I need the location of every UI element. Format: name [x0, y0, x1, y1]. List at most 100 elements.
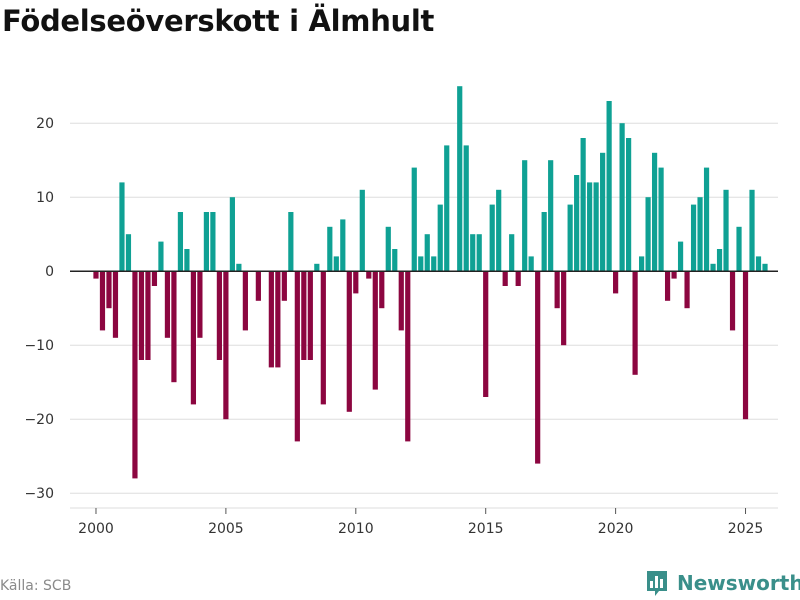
bar: [671, 271, 677, 279]
bar: [574, 175, 580, 272]
bar: [677, 241, 684, 272]
bar: [359, 189, 365, 272]
x-tick-label: 2020: [598, 521, 634, 537]
bar: [515, 271, 521, 286]
bar: [294, 271, 300, 442]
bar: [307, 271, 313, 360]
bar: [600, 152, 606, 272]
bar: [346, 271, 352, 412]
bar: [424, 234, 430, 272]
bar: [684, 271, 690, 309]
bar: [288, 212, 294, 272]
bar: [379, 271, 385, 309]
bar: [190, 271, 197, 405]
bar: [509, 234, 515, 272]
bar: [762, 263, 768, 272]
bar: [411, 167, 417, 272]
bar: [405, 271, 411, 442]
bar: [216, 271, 222, 360]
bar: [489, 204, 495, 272]
bar: [749, 189, 755, 272]
bar: [755, 256, 762, 272]
bar: [340, 219, 346, 272]
bar: [528, 256, 534, 272]
bar: [223, 271, 229, 420]
bar: [613, 271, 619, 294]
y-tick-label: 0: [45, 264, 54, 280]
bar: [723, 189, 729, 272]
bar: [626, 138, 632, 272]
bar: [268, 271, 274, 368]
bar: [716, 249, 723, 272]
x-tick-label: 2005: [208, 521, 244, 537]
bar: [554, 271, 560, 309]
bar: [138, 271, 145, 360]
bar: [651, 152, 658, 272]
bar: [431, 256, 437, 272]
bar: [463, 145, 469, 272]
bar: [567, 204, 573, 272]
bar: [372, 271, 378, 390]
bar: [418, 256, 424, 272]
bar: [561, 271, 567, 346]
bar: [619, 123, 625, 272]
bar: [125, 234, 132, 272]
bar: [483, 271, 489, 397]
bar: [638, 256, 645, 272]
bar: [444, 145, 450, 272]
bar: [502, 271, 508, 286]
bar: [353, 271, 359, 294]
bar: [392, 249, 398, 272]
grid-lines: [70, 122, 778, 494]
bar: [697, 197, 703, 272]
bar: [197, 271, 203, 338]
bar: [314, 263, 320, 272]
bar: [457, 86, 463, 272]
bar: [587, 182, 593, 272]
bar: [476, 234, 482, 272]
bar: [729, 271, 736, 331]
bar: [112, 271, 119, 338]
bar: [99, 271, 106, 331]
bar: [398, 271, 404, 331]
bar: [366, 271, 372, 279]
bar: [242, 271, 248, 331]
bar: [203, 212, 210, 272]
bar: [210, 212, 216, 272]
x-tick-label: 2025: [728, 521, 764, 537]
y-tick-label: −10: [24, 338, 54, 354]
bar: [184, 249, 190, 272]
bar: [119, 182, 125, 272]
bar: [333, 256, 339, 272]
x-tick-label: 2000: [78, 521, 114, 537]
y-tick-label: −30: [24, 486, 54, 502]
source-note: Källa: SCB: [0, 578, 72, 594]
brand-logo: Newsworthy: [645, 568, 800, 598]
bar: [93, 271, 99, 279]
bar: [236, 263, 242, 272]
x-tick-label: 2010: [338, 521, 374, 537]
bar: [164, 271, 171, 338]
bar: [177, 212, 184, 272]
bar: [645, 197, 651, 272]
bar: [664, 271, 671, 301]
bar: [548, 160, 554, 272]
y-tick-label: −20: [24, 412, 54, 428]
y-tick-label: 10: [36, 190, 54, 206]
bar: [385, 226, 391, 272]
bar: [496, 189, 502, 272]
bar: [145, 271, 151, 360]
bar: [106, 271, 112, 309]
bar: [690, 204, 697, 272]
bar-chart-logo-icon: [647, 571, 667, 596]
bars: [93, 86, 768, 479]
bar: [470, 234, 476, 272]
x-tick-label: 2015: [468, 521, 504, 537]
bar: [281, 271, 287, 301]
bar: [703, 167, 710, 272]
bar: [171, 271, 177, 383]
bar: [327, 226, 333, 272]
bar: [593, 182, 599, 272]
bar: [522, 160, 528, 272]
bar: [320, 271, 326, 405]
